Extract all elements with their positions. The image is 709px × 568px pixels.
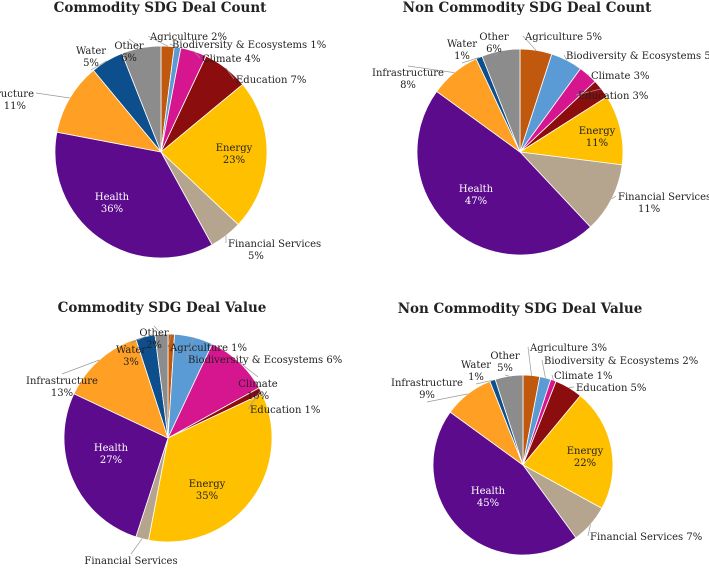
slice-label-health: Health 47% <box>459 184 494 207</box>
slice-label-other: Other 6% <box>114 41 144 64</box>
chart-title: Non Commodity SDG Deal Count <box>403 0 652 16</box>
leader-line-education <box>568 386 575 388</box>
pie-slice-financial-services <box>518 151 623 228</box>
leader-line-biodiversity-and-ecosystems <box>563 54 568 61</box>
pie-slice-energy <box>522 395 614 509</box>
leader-line-water <box>475 379 493 385</box>
leader-line-climate <box>193 50 201 59</box>
leader-line-biodiversity-and-ecosystems <box>541 359 546 378</box>
slice-label-agriculture: Agriculture 5% <box>524 32 602 43</box>
slice-label-other: Other 2% <box>139 328 169 351</box>
leader-line-water <box>90 60 108 71</box>
leader-line-other <box>153 325 162 335</box>
leader-line-education <box>575 88 602 96</box>
pie-slice-infrastructure <box>73 338 169 439</box>
slice-label-education: Education 3% <box>578 91 648 102</box>
slice-label-financial-services: Financial Services 11% <box>618 192 709 215</box>
slice-label-financial-services: Financial Services 7% <box>590 532 702 543</box>
slice-label-other: Other 5% <box>490 351 520 374</box>
chart-title: Commodity SDG Deal Value <box>58 300 267 316</box>
slice-label-education: Education 7% <box>236 75 306 86</box>
slice-label-financial-services: Financial Services2% <box>84 556 177 568</box>
slice-label-education: Education 5% <box>576 383 646 394</box>
slice-label-water: Water 1% <box>461 360 491 383</box>
leader-line-infrastructure <box>35 92 70 99</box>
slice-label-climate: Climate 10% <box>238 379 278 402</box>
pie-slice-energy <box>160 83 268 226</box>
chart-title: Non Commodity SDG Deal Value <box>398 301 643 317</box>
leader-line-education <box>247 390 261 410</box>
leader-line-agriculture <box>167 334 172 348</box>
slice-label-water: Water 1% <box>447 39 477 62</box>
pie-slice-energy <box>518 96 624 166</box>
pie-chart-commodity-sdg-deal-value: Commodity SDG Deal Value Agriculture 1%Bi… <box>26 300 342 568</box>
slice-label-agriculture: Agriculture 2% <box>149 32 227 43</box>
slice-label-infrastructure: Infrastructure 8% <box>372 68 444 91</box>
slice-label-infrastructure: Infrastructure 13% <box>26 376 98 399</box>
slice-label-climate: Climate 4% <box>202 54 260 65</box>
slice-label-health: Health 36% <box>95 192 130 215</box>
leader-line-financial-services <box>130 538 143 555</box>
slice-label-other: Other 6% <box>479 32 509 55</box>
leader-line-financial-services <box>611 195 617 200</box>
leader-line-infrastructure <box>407 65 455 73</box>
slice-label-energy: Energy 35% <box>189 479 226 502</box>
pie-slice-infrastructure <box>56 69 163 153</box>
pie-slice-other <box>121 45 162 153</box>
slice-label-energy: Energy 11% <box>579 126 616 149</box>
leader-line-other <box>493 50 501 57</box>
leader-line-infrastructure <box>61 359 100 375</box>
leader-line-water <box>130 336 146 344</box>
pie-slice-health <box>63 393 169 538</box>
leader-line-biodiversity-and-ecosystems <box>169 43 178 48</box>
leader-line-climate <box>238 361 259 378</box>
slice-label-biodiversity-and-ecosystems: Biodiversity & Ecosystems 6% <box>188 355 342 366</box>
slice-label-infrastructure: Infrastructure 9% <box>391 378 463 401</box>
slice-label-infrastructure: Infrastructure11% <box>0 89 34 112</box>
pie-chart-non-commodity-sdg-deal-count: Non Commodity SDG Deal Count Agriculture … <box>372 0 709 256</box>
slice-label-biodiversity-and-ecosystems: Biodiversity & Ecosystems 2% <box>544 356 698 367</box>
leader-line-climate <box>551 374 554 381</box>
pie-slice-health <box>54 131 213 259</box>
pie-slice-health <box>432 411 577 556</box>
leader-line-infrastructure <box>426 393 468 403</box>
slice-label-climate: Climate 3% <box>591 71 649 82</box>
slice-label-biodiversity-and-ecosystems: Biodiversity & Ecosystems 5% <box>566 51 709 62</box>
slice-label-financial-services: Financial Services 5% <box>228 239 321 262</box>
pie-slice-other <box>494 374 524 466</box>
pie-slice-health <box>416 90 592 256</box>
slice-label-climate: Climate 1% <box>554 371 612 382</box>
slice-label-health: Health 45% <box>471 486 506 509</box>
pie-chart-commodity-sdg-deal-count: Commodity SDG Deal Count Agriculture 2%Bi… <box>0 0 326 262</box>
leader-line-financial-services <box>587 524 591 537</box>
slice-label-energy: Energy 22% <box>567 446 604 469</box>
leader-line-agriculture <box>522 35 537 51</box>
slice-label-energy: Energy 23% <box>216 143 253 166</box>
slice-label-agriculture: Agriculture 3% <box>529 343 607 354</box>
slice-label-agriculture: Agriculture 1% <box>169 343 247 354</box>
slice-label-health: Health 27% <box>94 443 129 466</box>
leader-line-agriculture <box>527 346 532 376</box>
pie-chart-non-commodity-sdg-deal-value: Non Commodity SDG Deal Value Agriculture … <box>391 301 702 556</box>
slice-label-water: Water 3% <box>116 345 146 368</box>
chart-title: Commodity SDG Deal Count <box>54 0 268 16</box>
leader-line-education <box>225 67 235 80</box>
slice-label-biodiversity-and-ecosystems: Biodiversity & Ecosystems 1% <box>172 40 326 51</box>
leader-line-biodiversity-and-ecosystems <box>185 337 195 360</box>
leader-line-other <box>128 38 142 49</box>
leader-line-water <box>461 57 480 64</box>
slice-label-education: Education 1% <box>250 405 320 416</box>
leader-line-agriculture <box>147 35 168 47</box>
leader-line-other <box>504 374 509 377</box>
pie-slice-energy <box>148 393 273 543</box>
slice-label-water: Water 5% <box>76 46 106 69</box>
